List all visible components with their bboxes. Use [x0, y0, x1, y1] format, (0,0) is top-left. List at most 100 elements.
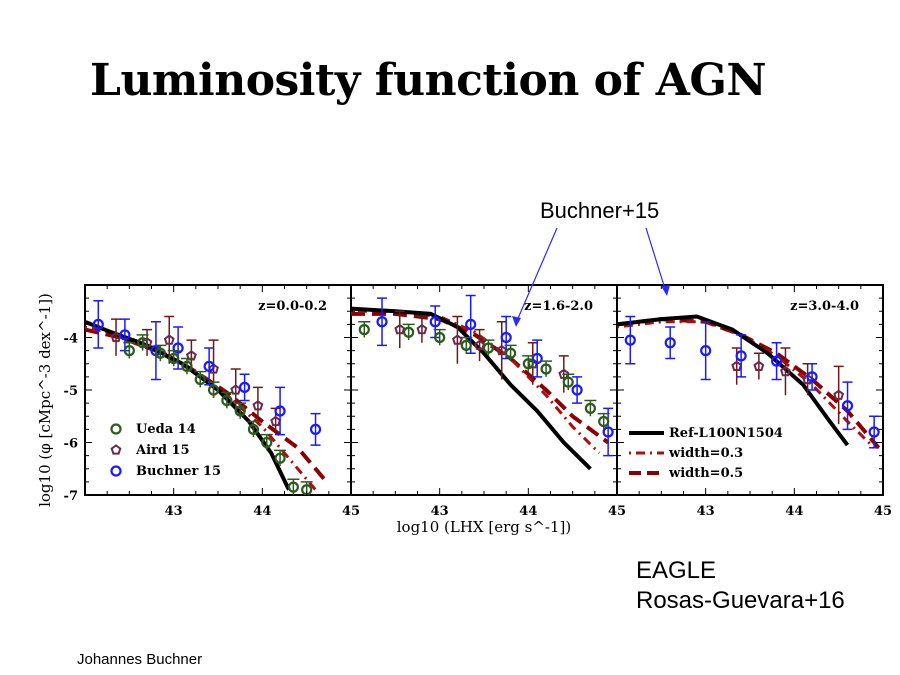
buchner-point [664, 337, 676, 349]
ueda-point [584, 402, 597, 414]
aird-point [270, 415, 282, 427]
ueda-point [194, 373, 206, 386]
legend-label: Aird 15 [135, 443, 190, 458]
buchner-point [700, 345, 712, 357]
aird-point [558, 368, 570, 379]
legend-label: Ueda 14 [136, 422, 196, 437]
x-tick-label: 43 [697, 504, 715, 519]
buchner-point [841, 400, 854, 412]
slide-title: Luminosity function of AGN [90, 55, 767, 106]
aird-point [252, 400, 264, 411]
aird-point [753, 360, 765, 371]
x-axis-label: log10 (LHX [erg s^-1]) [397, 518, 571, 536]
buchner-point [376, 316, 388, 328]
ueda-point [154, 347, 166, 359]
author-name: Johannes Buchner [77, 651, 203, 668]
buchner-point [868, 426, 880, 438]
aird-point [474, 339, 485, 350]
panel-2: z=1.6-2.0 43 44 45 [350, 284, 626, 519]
ueda-point [403, 326, 415, 338]
buchner-point [531, 352, 543, 365]
callout-arrowhead-2 [661, 285, 670, 296]
x-tick-label: 44 [785, 504, 803, 519]
ueda-point [123, 345, 135, 357]
ueda-point [434, 331, 446, 344]
buchner-point [239, 381, 251, 393]
panel-label: z=3.0-4.0 [790, 299, 859, 314]
aird-point [394, 323, 406, 335]
buchner-point [571, 384, 583, 396]
ueda-point [540, 363, 552, 375]
aird-point [731, 360, 743, 371]
callout-arrowhead-1 [512, 316, 521, 327]
curve-ref-l100n1504 [617, 314, 850, 447]
buchner-point [429, 316, 441, 328]
buchner-point [203, 360, 215, 372]
ueda-point [598, 415, 610, 428]
aird-point [185, 350, 197, 361]
buchner-point [806, 371, 818, 383]
ueda-point [522, 358, 534, 370]
ueda-point [221, 394, 233, 407]
legend-label: width=0.3 [668, 446, 743, 461]
y-tick-label: -5 [64, 384, 78, 399]
buchner-point [500, 331, 512, 344]
buchner-point [602, 426, 614, 438]
legend-label: Buchner 15 [136, 464, 221, 479]
ueda-point [505, 347, 517, 359]
ueda-point [181, 360, 193, 372]
ueda-point [207, 384, 220, 396]
panels-group: z=0.0-0.2 43 44 45 z=1.6-2.0 43 44 45 z=3.0-4.0 4… [36, 284, 892, 536]
legend-label: Ref-L100N1504 [669, 426, 783, 441]
callout-arrow-1 [515, 227, 558, 324]
panel-frame [616, 284, 884, 496]
ueda-point [247, 423, 260, 435]
ueda-point [261, 436, 273, 449]
y-tick-label: -6 [64, 437, 78, 452]
legend-marker-buchner [110, 465, 122, 477]
legend-marker-aird [110, 444, 122, 455]
y-tick-label: -7 [64, 489, 78, 504]
x-tick-label: 45 [608, 504, 626, 519]
aird-point [833, 389, 845, 400]
x-tick-label: 43 [165, 504, 183, 519]
curve-ref-l100n1504 [351, 306, 592, 471]
x-tick-label: 45 [342, 504, 360, 519]
panel-label: z=1.6-2.0 [524, 299, 593, 314]
panel-3: z=3.0-4.0 43 44 45 [616, 284, 892, 519]
aird-point [163, 334, 175, 345]
aird-point [496, 344, 508, 356]
aird-point [141, 337, 153, 348]
eagle-reference: EAGLE Rosas-Guevara+16 [636, 556, 845, 616]
ueda-point [274, 452, 286, 464]
ueda-point [358, 324, 370, 336]
ueda-point [287, 481, 299, 493]
panel-data [85, 300, 326, 495]
callout-arrow-2 [645, 227, 667, 293]
ueda-point [482, 342, 495, 354]
legend-label: width=0.5 [668, 466, 743, 481]
panel-1: z=0.0-0.2 43 44 45 [84, 284, 360, 519]
aird-point [780, 365, 791, 377]
panel-data [351, 294, 614, 471]
buchner-point [172, 342, 184, 354]
x-tick-label: 43 [431, 504, 449, 519]
legend-marker-ueda [110, 423, 122, 435]
eagle-line-2: Rosas-Guevara+16 [636, 587, 845, 614]
buchner-point [770, 355, 783, 367]
x-tick-label: 44 [519, 504, 537, 519]
buchner-point [624, 334, 636, 346]
x-tick-label: 45 [874, 504, 892, 519]
ueda-point [168, 352, 180, 365]
buchner-point [735, 350, 747, 362]
panel-label: z=0.0-0.2 [258, 299, 327, 314]
ueda-point [137, 337, 149, 349]
eagle-line-1: EAGLE [636, 557, 717, 584]
aird-point [802, 373, 814, 385]
buchner-point [465, 318, 477, 330]
ueda-point [562, 376, 574, 388]
buchner-point [309, 423, 322, 435]
buchner-point [274, 405, 286, 417]
y-axis-label: log10 (φ [cMpc^-3 dex^-1]) [36, 293, 54, 507]
